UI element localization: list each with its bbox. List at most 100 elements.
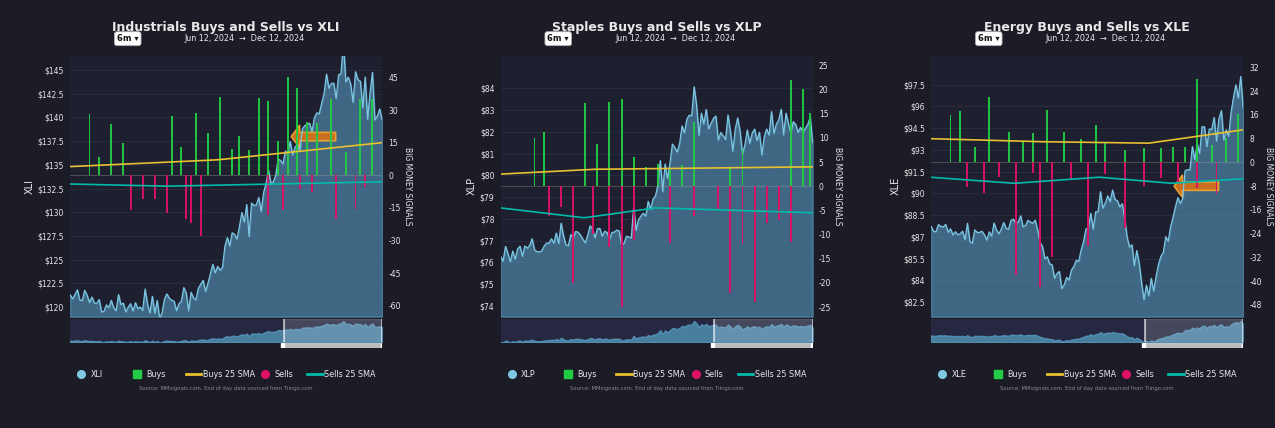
Y-axis label: XLP: XLP (467, 177, 477, 195)
Bar (711, 343, 714, 348)
Bar (681, 165, 683, 186)
Bar (790, 80, 792, 186)
Bar (1039, 163, 1040, 287)
Bar (166, 175, 168, 213)
Bar (130, 175, 131, 210)
Bar (1031, 133, 1034, 163)
Bar (1104, 163, 1107, 174)
Bar (280, 343, 284, 348)
Bar (207, 133, 209, 175)
Bar (360, 99, 361, 175)
Bar (1023, 142, 1024, 163)
Text: Sells 25 SMA: Sells 25 SMA (324, 370, 376, 379)
Bar (1123, 150, 1126, 163)
Bar (1088, 163, 1089, 246)
Bar (1196, 79, 1198, 163)
Bar (316, 123, 317, 175)
Bar (632, 186, 635, 240)
Text: Buys 25 SMA: Buys 25 SMA (1063, 370, 1116, 379)
Bar (729, 186, 732, 293)
Bar (1104, 143, 1107, 163)
Text: Buys: Buys (147, 370, 166, 379)
Bar (1177, 163, 1179, 183)
Bar (584, 104, 586, 186)
Bar (950, 115, 951, 163)
Bar (195, 113, 196, 175)
Bar (592, 186, 593, 234)
Bar (1142, 163, 1145, 186)
Bar (180, 146, 182, 175)
Bar (1144, 343, 1243, 348)
Bar (669, 170, 671, 186)
Bar (268, 101, 269, 175)
Bar (778, 186, 780, 220)
Bar (669, 186, 671, 244)
Bar (380, 343, 382, 348)
Bar (959, 111, 961, 163)
Bar (306, 122, 309, 175)
Bar (1051, 163, 1053, 257)
Bar (714, 319, 812, 342)
Text: Source: MMsignals.com. End of day data sourced from Tiingo.com: Source: MMsignals.com. End of day data s… (139, 386, 312, 391)
Text: Jun 12, 2024  →  Dec 12, 2024: Jun 12, 2024 → Dec 12, 2024 (185, 34, 305, 43)
Bar (560, 186, 562, 207)
Bar (572, 186, 574, 283)
Text: Jun 12, 2024  →  Dec 12, 2024: Jun 12, 2024 → Dec 12, 2024 (616, 34, 736, 43)
Bar (1007, 132, 1010, 163)
Bar (1215, 163, 1218, 194)
Bar (998, 163, 1000, 177)
Text: Buys 25 SMA: Buys 25 SMA (203, 370, 255, 379)
Bar (122, 143, 124, 175)
Text: Sells: Sells (1136, 370, 1154, 379)
Bar (330, 99, 333, 175)
Bar (645, 166, 646, 186)
Bar (231, 149, 233, 175)
Bar (287, 77, 288, 175)
Bar (811, 343, 812, 348)
Text: 6m ▾: 6m ▾ (117, 34, 139, 43)
Bar (354, 175, 357, 208)
Bar (110, 125, 112, 175)
Bar (1196, 163, 1198, 188)
Bar (1242, 343, 1243, 348)
Bar (1160, 148, 1162, 163)
Bar (297, 88, 298, 175)
Bar (729, 166, 732, 186)
Bar (694, 186, 695, 216)
Text: Sells: Sells (705, 370, 724, 379)
Bar (533, 138, 535, 186)
Bar (983, 163, 986, 193)
Bar (171, 116, 172, 175)
Y-axis label: XLE: XLE (890, 177, 900, 195)
Text: Buys: Buys (1007, 370, 1026, 379)
Y-axis label: XLI: XLI (24, 178, 34, 194)
Bar (966, 163, 969, 187)
Bar (154, 175, 156, 199)
Bar (1095, 125, 1096, 163)
Bar (371, 99, 374, 175)
Bar (632, 158, 635, 186)
Text: Jun 12, 2024  →  Dec 12, 2024: Jun 12, 2024 → Dec 12, 2024 (1046, 34, 1165, 43)
Bar (1063, 132, 1065, 163)
Bar (657, 164, 659, 186)
Bar (1145, 319, 1243, 342)
Text: XLI: XLI (91, 370, 102, 379)
Bar (277, 141, 279, 175)
Bar (88, 114, 91, 175)
Bar (98, 157, 101, 175)
Bar (621, 186, 622, 307)
Bar (742, 186, 743, 244)
Bar (1071, 163, 1072, 181)
Bar (311, 175, 312, 192)
Text: Buys: Buys (578, 370, 597, 379)
Text: Sells 25 SMA: Sells 25 SMA (755, 370, 806, 379)
Bar (1141, 343, 1145, 348)
Title: Energy Buys and Sells vs XLE: Energy Buys and Sells vs XLE (984, 21, 1190, 34)
Bar (1184, 147, 1186, 163)
Bar (335, 175, 337, 220)
Bar (543, 132, 546, 186)
Bar (1211, 146, 1213, 163)
Bar (238, 136, 241, 175)
Bar (718, 186, 719, 210)
Bar (200, 175, 201, 236)
